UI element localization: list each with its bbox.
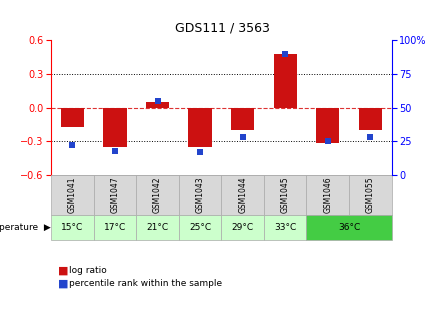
Bar — [222, 175, 264, 215]
Bar — [349, 175, 392, 215]
Text: 25°C: 25°C — [189, 223, 211, 232]
Bar — [146, 102, 169, 108]
Bar — [264, 175, 307, 215]
Text: 21°C: 21°C — [146, 223, 169, 232]
Bar — [316, 108, 340, 143]
Text: 33°C: 33°C — [274, 223, 296, 232]
Bar — [231, 108, 255, 130]
Text: GSM1045: GSM1045 — [281, 176, 290, 213]
Text: GSM1044: GSM1044 — [238, 176, 247, 213]
Bar — [307, 175, 349, 215]
Text: GSM1047: GSM1047 — [110, 176, 120, 213]
Text: GSM1041: GSM1041 — [68, 177, 77, 213]
Bar — [274, 54, 297, 108]
Bar — [179, 215, 222, 240]
Bar — [51, 215, 94, 240]
Text: 17°C: 17°C — [104, 223, 126, 232]
Text: GSM1046: GSM1046 — [323, 176, 332, 213]
Bar — [222, 215, 264, 240]
Text: GSM1043: GSM1043 — [196, 176, 205, 213]
Bar — [103, 108, 127, 147]
Text: GSM1055: GSM1055 — [366, 176, 375, 213]
Bar — [359, 108, 382, 130]
Text: 36°C: 36°C — [338, 223, 360, 232]
Text: GDS111 / 3563: GDS111 / 3563 — [175, 22, 270, 35]
Bar — [51, 175, 94, 215]
Text: ■: ■ — [58, 265, 69, 276]
Text: 29°C: 29°C — [231, 223, 254, 232]
Text: percentile rank within the sample: percentile rank within the sample — [69, 280, 222, 288]
Bar — [94, 215, 136, 240]
Bar — [307, 215, 392, 240]
Text: GSM1042: GSM1042 — [153, 177, 162, 213]
Bar — [136, 215, 179, 240]
Text: 15°C: 15°C — [61, 223, 84, 232]
Bar — [179, 175, 222, 215]
Bar — [61, 108, 84, 127]
Text: log ratio: log ratio — [69, 266, 107, 275]
Bar — [188, 108, 212, 147]
Text: temperature  ▶: temperature ▶ — [0, 223, 51, 232]
Text: ■: ■ — [58, 279, 69, 289]
Bar — [94, 175, 136, 215]
Bar — [136, 175, 179, 215]
Bar — [264, 215, 307, 240]
